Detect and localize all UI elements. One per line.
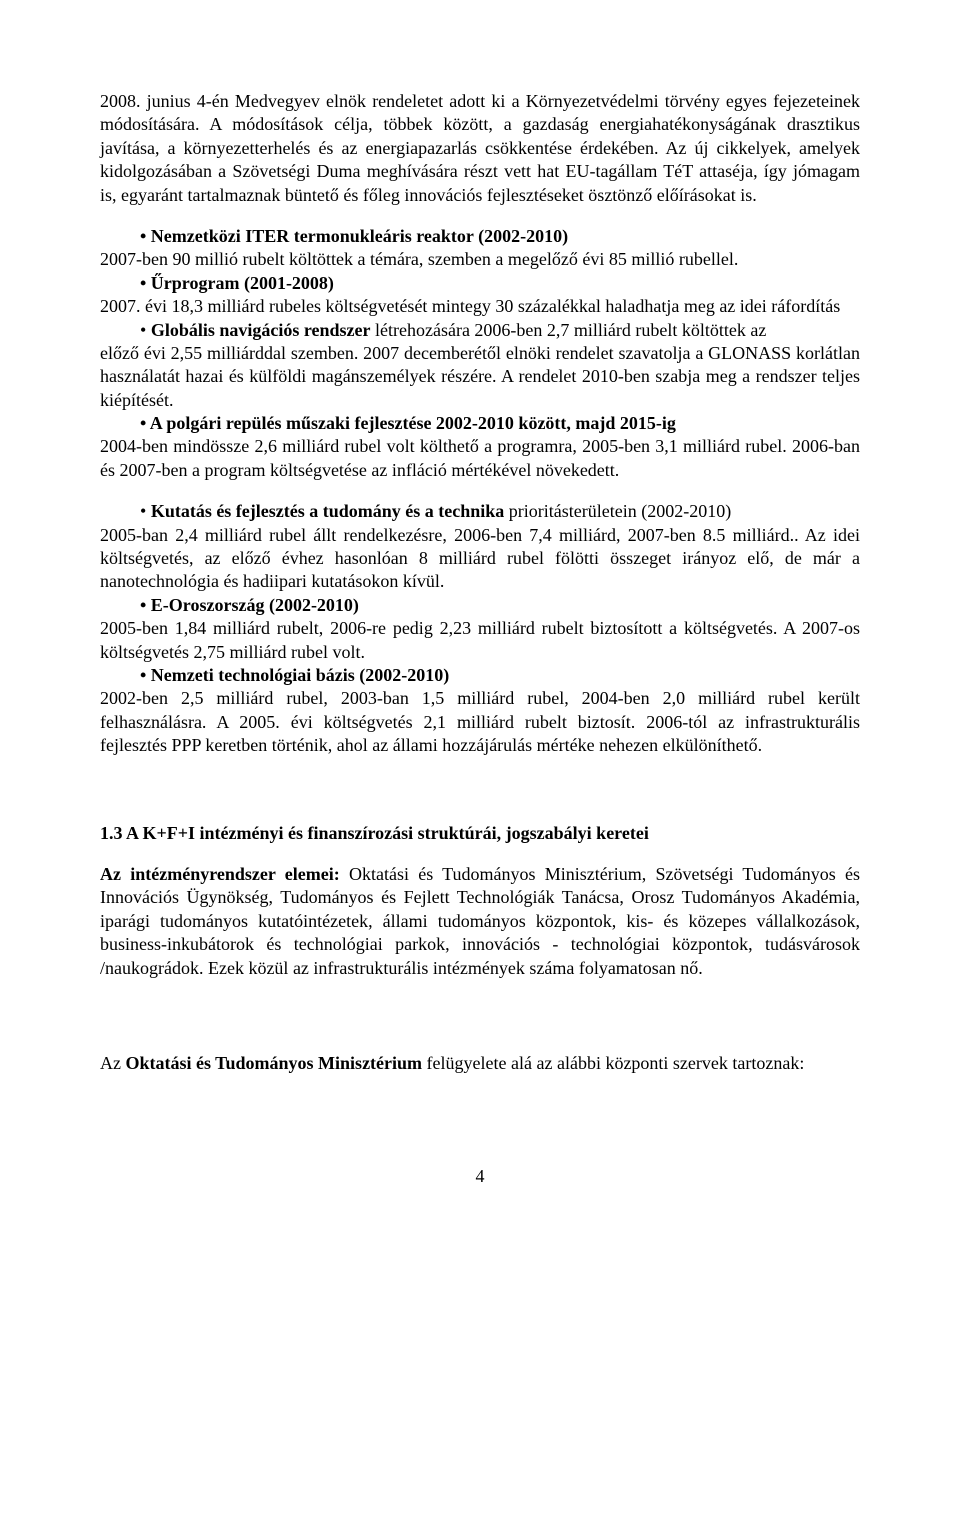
bullet-techbase-bold: • Nemzeti technológiai bázis (2002-2010) (140, 665, 449, 685)
paragraph-institutions: Az intézményrendszer elemei: Oktatási és… (100, 863, 860, 980)
section-1-3-title: 1.3 A K+F+I intézményi és finanszírozási… (100, 822, 860, 845)
bullet-glonass-text: előző évi 2,55 milliárddal szemben. 2007… (100, 342, 860, 412)
page-number: 4 (100, 1165, 860, 1188)
institutions-bold: Az intézményrendszer elemei: (100, 864, 340, 884)
paragraph-ministry: Az Oktatási és Tudományos Minisztérium f… (100, 1052, 860, 1075)
bullet-glonass-rest1: létrehozására 2006-ben 2,7 milliárd rube… (371, 320, 767, 340)
spacer (100, 207, 860, 225)
bullet-techbase-label: • Nemzeti technológiai bázis (2002-2010) (100, 664, 860, 687)
paragraph-intro: 2008. junius 4-én Medvegyev elnök rendel… (100, 90, 860, 207)
bullet-glonass-bold: Globális navigációs rendszer (151, 320, 371, 340)
bullet-aviation-text: 2004-ben mindössze 2,6 milliárd rubel vo… (100, 435, 860, 482)
bullet-marker: • (140, 501, 151, 521)
bullet-space-text: 2007. évi 18,3 milliárd rubeles költségv… (100, 295, 860, 318)
bullet-erussia-text: 2005-ben 1,84 milliárd rubelt, 2006-re p… (100, 617, 860, 664)
bullet-iter-text: 2007-ben 90 millió rubelt költöttek a té… (100, 248, 860, 271)
bullet-erussia-bold: • E-Oroszország (2002-2010) (140, 595, 359, 615)
bullet-rd-line1: • Kutatás és fejlesztés a tudomány és a … (100, 500, 860, 523)
bullet-rd-bold: Kutatás és fejlesztés a tudomány és a te… (151, 501, 504, 521)
spacer (100, 1016, 860, 1052)
bullet-rd-text: 2005-ban 2,4 milliárd rubel állt rendelk… (100, 524, 860, 594)
bullet-marker: • (140, 320, 151, 340)
ministry-pre: Az (100, 1053, 126, 1073)
bullet-aviation-bold: • A polgári repülés műszaki fejlesztése … (140, 413, 676, 433)
spacer (100, 980, 860, 1016)
bullet-space-label: • Űrprogram (2001-2008) (100, 272, 860, 295)
ministry-bold: Oktatási és Tudományos Minisztérium (126, 1053, 423, 1073)
bullet-rd-rest1: prioritásterületein (2002-2010) (504, 501, 731, 521)
spacer (100, 758, 860, 794)
spacer (100, 482, 860, 500)
bullet-techbase-text: 2002-ben 2,5 milliárd rubel, 2003-ban 1,… (100, 687, 860, 757)
bullet-aviation-label: • A polgári repülés műszaki fejlesztése … (100, 412, 860, 435)
bullet-iter-label: • Nemzetközi ITER termonukleáris reaktor… (100, 225, 860, 248)
bullet-glonass-line1: • Globális navigációs rendszer létrehozá… (100, 319, 860, 342)
bullet-erussia-label: • E-Oroszország (2002-2010) (100, 594, 860, 617)
bullet-iter-bold: • Nemzetközi ITER termonukleáris reaktor… (140, 226, 568, 246)
ministry-rest: felügyelete alá az alábbi központi szerv… (422, 1053, 804, 1073)
bullet-space-bold: • Űrprogram (2001-2008) (140, 273, 334, 293)
